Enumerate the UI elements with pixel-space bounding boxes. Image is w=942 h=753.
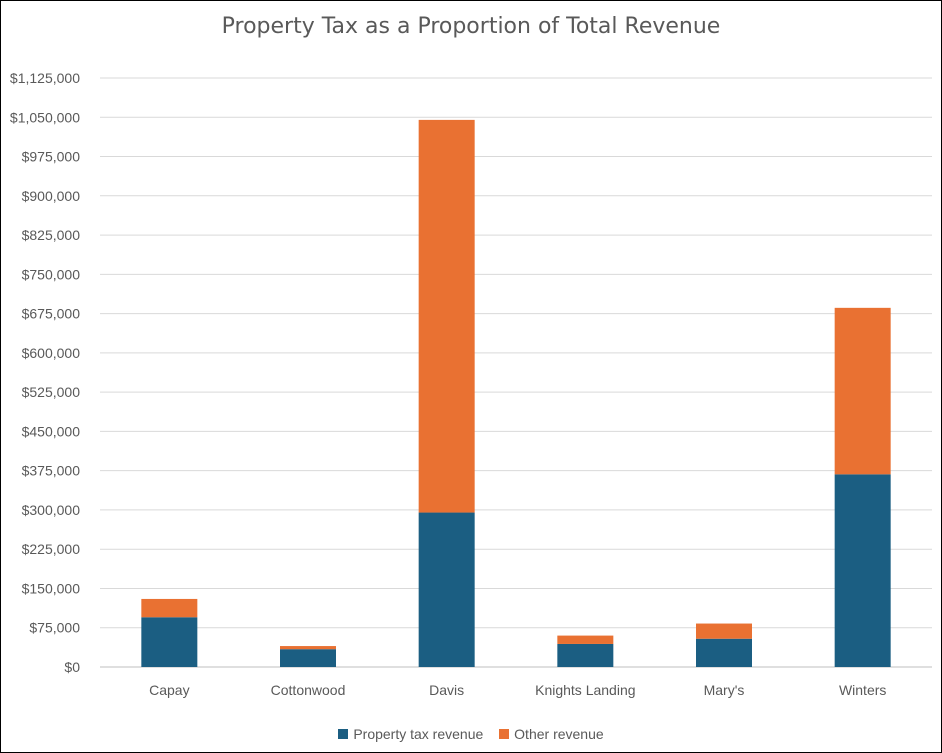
legend-item-property-tax: Property tax revenue	[338, 726, 483, 742]
bar-segment-property-tax	[696, 638, 752, 667]
x-category-label: Winters	[839, 682, 886, 698]
bar-segment-property-tax	[141, 617, 198, 667]
y-tick-label: $450,000	[22, 423, 81, 439]
x-category-label: Mary's	[704, 682, 745, 698]
y-tick-label: $900,000	[22, 188, 81, 204]
bar-segment-other-revenue	[696, 623, 752, 639]
y-tick-label: $225,000	[22, 541, 81, 557]
legend-label-property-tax: Property tax revenue	[353, 726, 484, 742]
bar-segment-property-tax	[557, 643, 614, 667]
bar-segment-other-revenue	[557, 635, 614, 644]
x-category-label: Cottonwood	[271, 682, 346, 698]
y-tick-label: $675,000	[22, 306, 81, 322]
bar-segment-other-revenue	[834, 307, 891, 475]
y-axis-tick-labels: $0 $75,000 $150,000 $225,000 $300,000 $375,00…	[10, 70, 80, 675]
gridlines	[100, 77, 932, 668]
legend-swatch-other-revenue	[499, 729, 510, 739]
bar-segment-property-tax	[280, 649, 336, 667]
y-tick-label: $525,000	[22, 384, 81, 400]
y-tick-label: $375,000	[22, 463, 81, 479]
y-tick-label: $600,000	[22, 345, 81, 361]
y-tick-label: $750,000	[22, 266, 81, 282]
y-tick-label: $0	[64, 659, 80, 675]
x-category-label: Capay	[149, 682, 189, 698]
bar-segment-other-revenue	[280, 646, 336, 650]
y-tick-label: $150,000	[22, 580, 81, 596]
x-category-label: Davis	[429, 682, 464, 698]
legend-item-other-revenue: Other revenue	[499, 726, 604, 742]
bar-stacks	[141, 119, 891, 667]
legend: Property tax revenue Other revenue	[0, 726, 942, 742]
chart-title: Property Tax as a Proportion of Total Re…	[221, 14, 721, 39]
y-tick-label: $75,000	[29, 620, 80, 636]
y-tick-label: $975,000	[22, 149, 81, 165]
y-tick-label: $1,050,000	[10, 109, 80, 125]
y-tick-label: $1,125,000	[10, 70, 80, 86]
x-category-label: Knights Landing	[535, 682, 635, 698]
y-tick-label: $300,000	[22, 502, 81, 518]
x-axis-category-labels: Capay Cottonwood Davis Knights Landing Mary'…	[149, 682, 886, 698]
bar-segment-property-tax	[834, 474, 891, 667]
bar-segment-property-tax	[418, 512, 475, 667]
legend-label-other-revenue: Other revenue	[514, 726, 604, 742]
y-tick-label: $825,000	[22, 227, 81, 243]
bar-segment-other-revenue	[418, 119, 475, 513]
bar-segment-other-revenue	[141, 598, 198, 618]
legend-swatch-property-tax	[338, 729, 349, 739]
